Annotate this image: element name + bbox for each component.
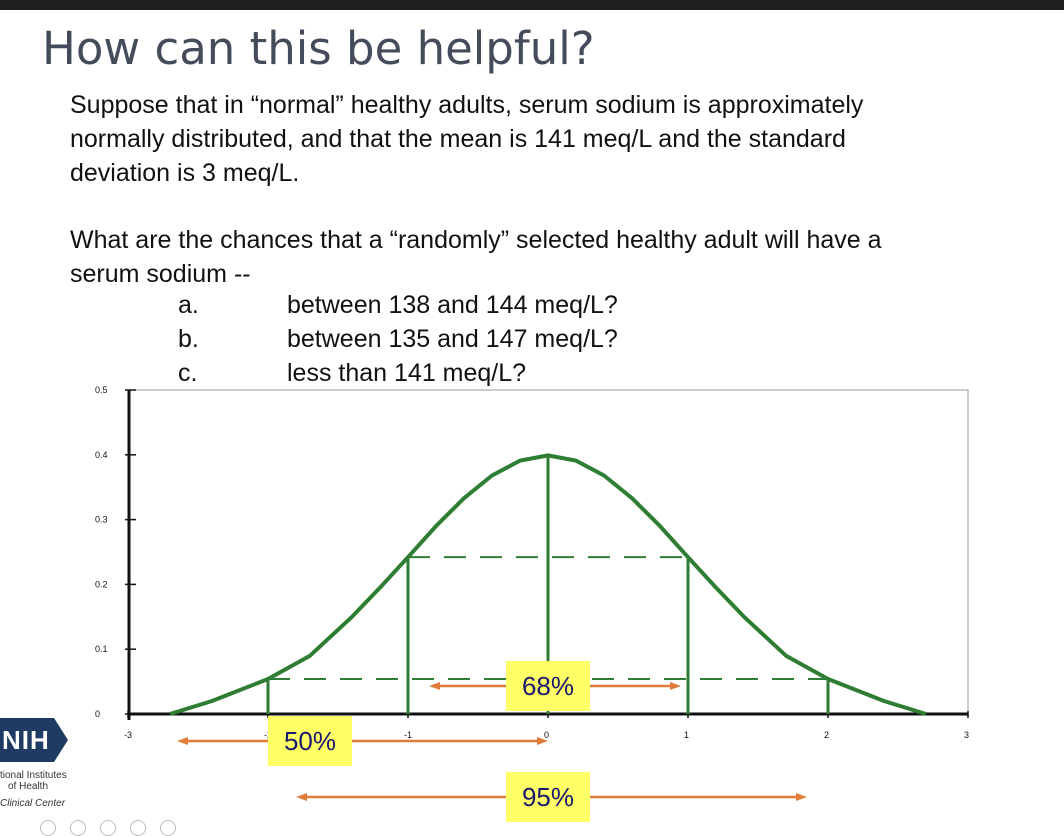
label-68: 68% [522,671,574,701]
normal-curve-line [169,453,927,716]
y-tick-label: 0.2 [95,579,108,589]
label-50-box [268,716,352,766]
toolbar-zoom-icon[interactable] [100,820,116,836]
nih-clinical-center: Clinical Center [0,798,66,809]
x-tick-label: 0 [544,730,549,740]
window-top-bar [0,0,1064,10]
x-tick-label: 1 [684,730,689,740]
arrow-68-head-left [429,682,440,690]
toolbar-pen-icon[interactable] [70,820,86,836]
y-tick-label: 0 [95,709,100,719]
intro-line: Suppose that in “normal” healthy adults,… [70,91,864,119]
y-axis: 0 0.1 0.2 0.3 0.4 0.5 [95,385,136,720]
nih-logo-text: NIH [2,725,50,755]
toolbar-options-icon[interactable] [160,820,176,836]
nih-name-line2: of Health [8,781,49,792]
arrow-50-head-right [537,737,548,745]
intro-line: normally distributed, and that the mean … [70,125,846,153]
toolbar-prev-icon[interactable] [40,820,56,836]
y-tick-label: 0.4 [95,450,108,460]
x-tick-label: 3 [964,730,969,740]
x-tick-label: 2 [824,730,829,740]
nih-logo [0,718,68,762]
question-line: What are the chances that a “randomly” s… [70,226,882,254]
label-68-box [506,661,590,711]
label-95-box [506,772,590,822]
question-c-text: less than 141 meq/L? [287,359,527,387]
question-paragraph: What are the chances that a “randomly” s… [70,223,1030,291]
question-b-letter: b. [178,325,199,353]
nih-logo-shape [0,718,68,762]
y-tick-label: 0.5 [95,385,108,395]
x-tick-label: -1 [404,730,412,740]
slide-title: How can this be helpful? [42,22,595,75]
question-a-text: between 138 and 144 meq/L? [287,291,618,319]
intro-paragraph: Suppose that in “normal” healthy adults,… [70,88,1030,190]
intro-line: deviation is 3 meq/L. [70,159,300,187]
arrow-95-head-right [796,793,807,801]
toolbar-menu-icon[interactable] [130,820,146,836]
sd-dashed-lines [268,556,828,681]
label-95: 95% [522,782,574,812]
nih-name-line1: tional Institutes [0,770,67,781]
arrow-50-head-left [177,737,188,745]
arrow-68-head-right [670,682,681,690]
y-tick-label: 0.1 [95,644,108,654]
x-tick-label: -3 [124,730,132,740]
label-50: 50% [284,726,336,756]
question-a-letter: a. [178,291,199,319]
y-tick-label: 0.3 [95,515,108,525]
question-line: serum sodium -- [70,260,251,288]
arrow-95-head-left [296,793,307,801]
question-b-text: between 135 and 147 meq/L? [287,325,618,353]
percentage-annotations: 68% 50% 95% [177,661,807,822]
question-c-letter: c. [178,359,198,387]
